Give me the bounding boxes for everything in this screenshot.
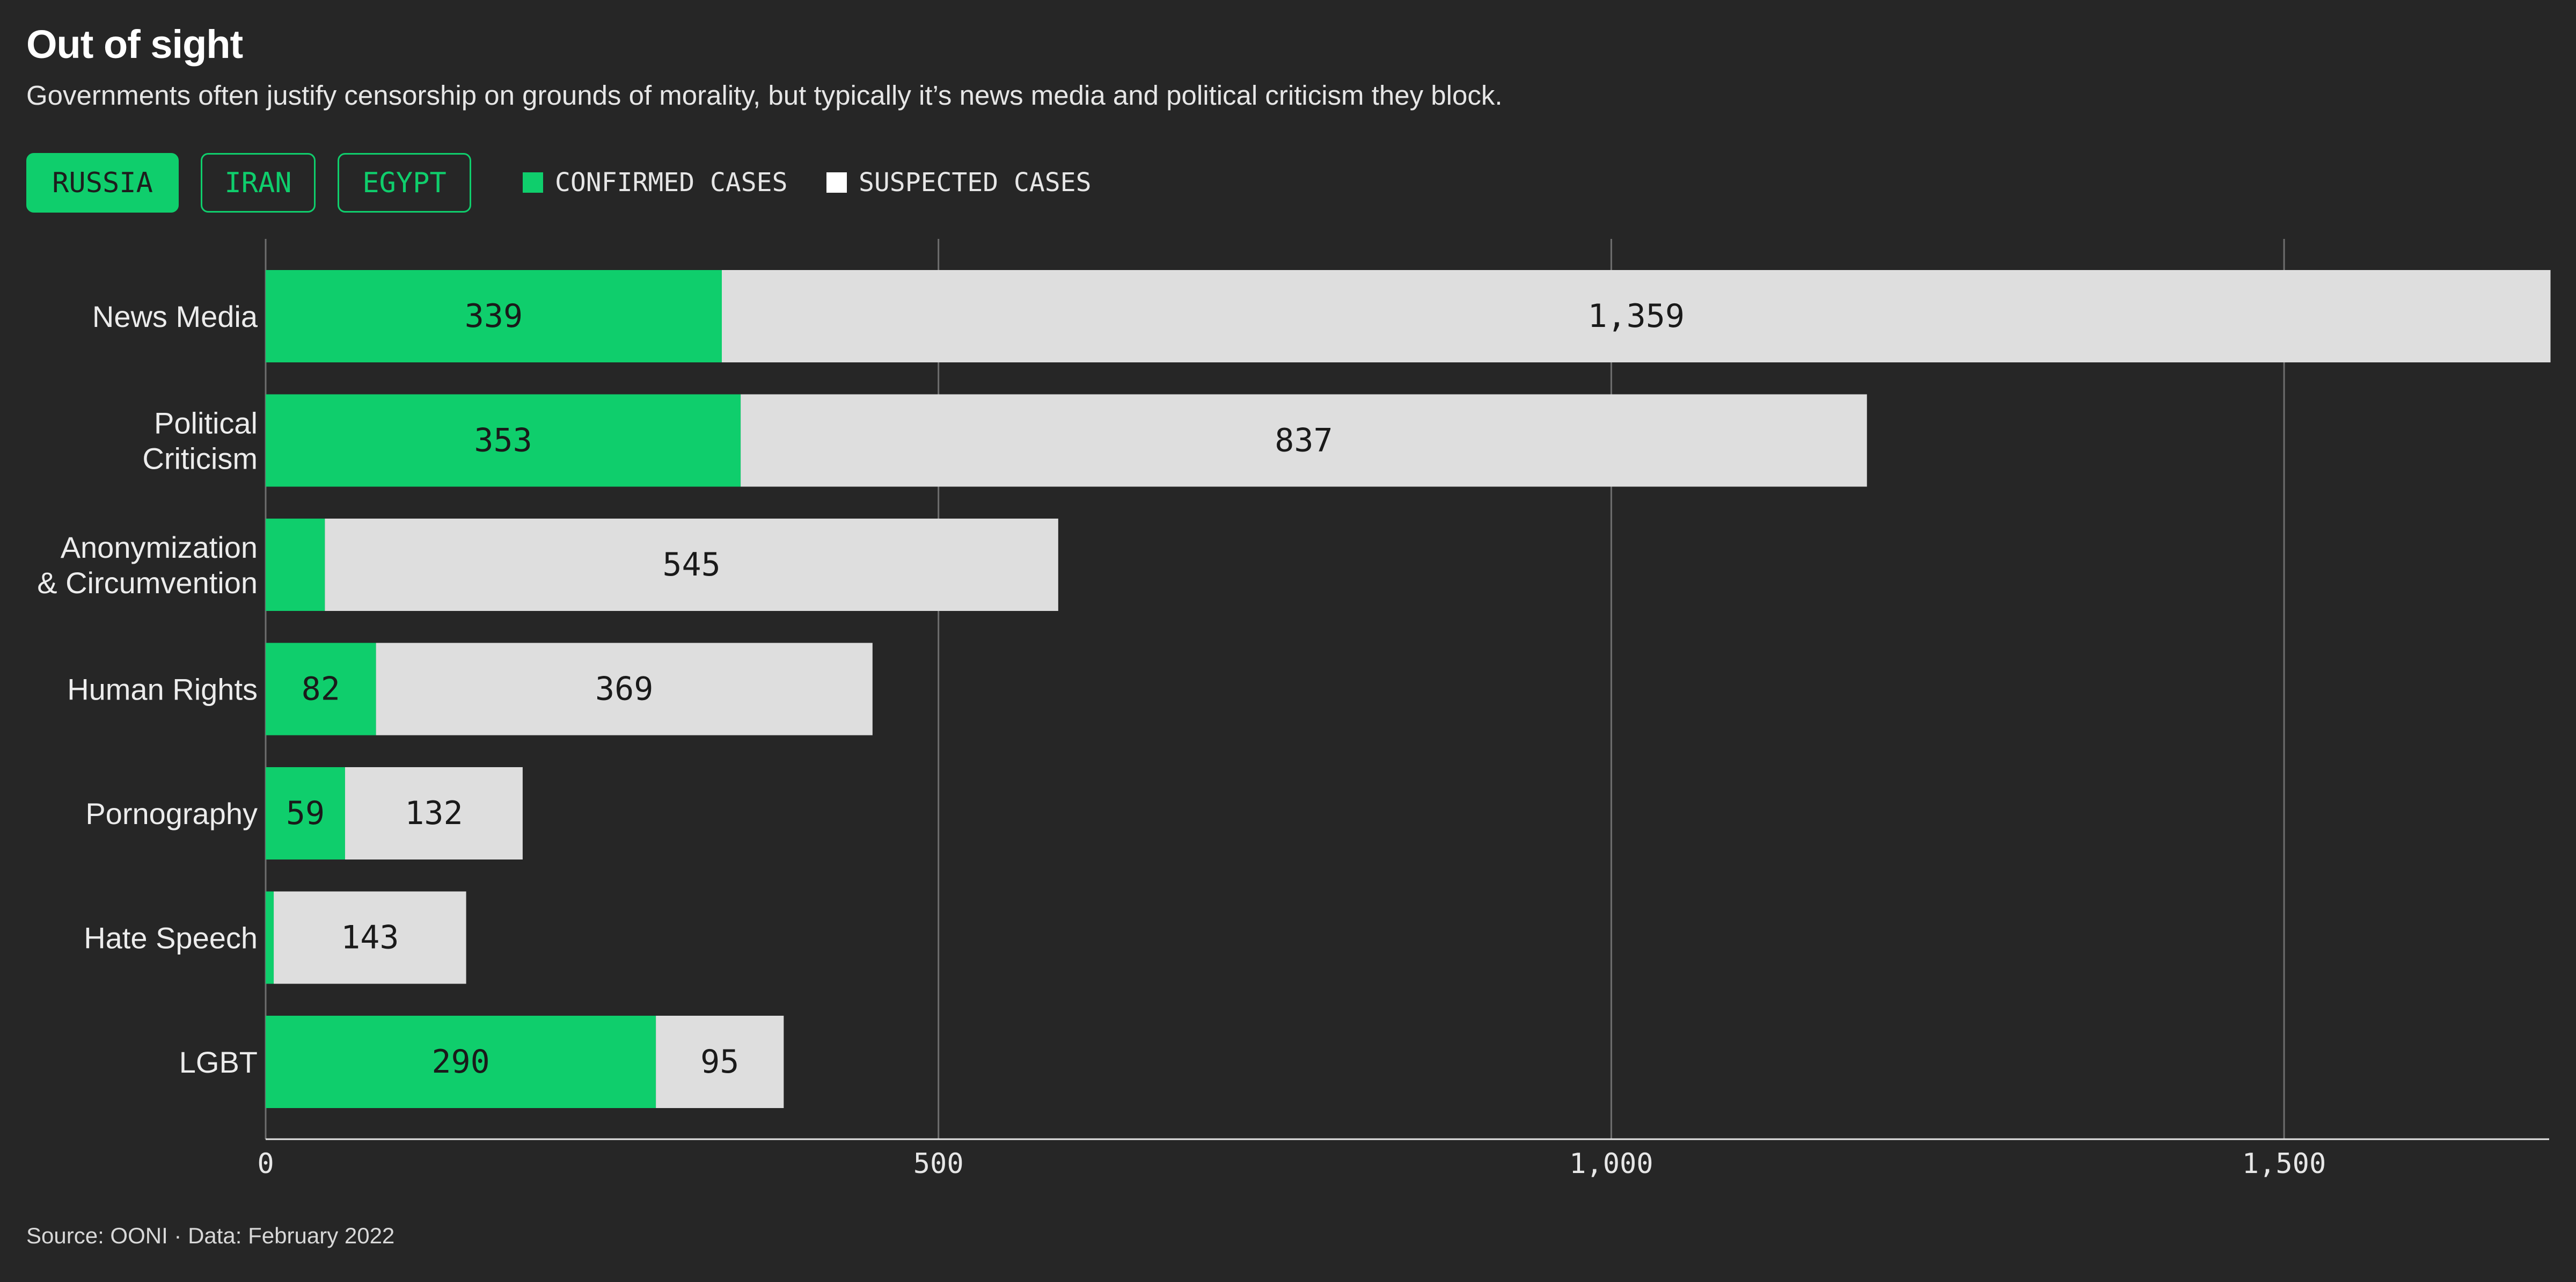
x-tick-label: 1,000 — [1569, 1148, 1653, 1180]
category-label: Criticism — [142, 442, 258, 476]
bar-label-suspected: 369 — [595, 671, 653, 708]
bar-suspected — [656, 1016, 784, 1108]
bar-suspected — [721, 270, 2551, 362]
bar-label-suspected: 95 — [700, 1043, 739, 1081]
legend-suspected-swatch — [826, 172, 847, 193]
source-note: Source: OONI · Data: February 2022 — [26, 1223, 395, 1248]
bar-confirmed — [266, 767, 345, 859]
category-label: News Media — [92, 300, 258, 333]
chart-title: Out of sight — [26, 22, 243, 67]
bar-suspected — [741, 394, 1867, 487]
x-tick-label: 1,500 — [2242, 1148, 2326, 1180]
bar-label-confirmed: 59 — [286, 795, 325, 832]
category-label: Hate Speech — [84, 921, 258, 955]
legend-suspected: SUSPECTED CASES — [826, 167, 1091, 198]
category-label: Pornography — [85, 797, 258, 831]
bar-label-confirmed: 353 — [474, 422, 532, 460]
x-tick-label: 500 — [913, 1148, 964, 1180]
bar-label-confirmed: 290 — [431, 1043, 489, 1081]
bar-confirmed — [266, 1016, 656, 1108]
category-label: Human Rights — [67, 673, 258, 706]
legend-confirmed-swatch — [523, 172, 543, 193]
tab-iran[interactable]: IRAN — [201, 153, 316, 213]
chart-subtitle: Governments often justify censorship on … — [26, 80, 1503, 111]
bar-suspected — [376, 643, 873, 735]
legend-confirmed: CONFIRMED CASES — [523, 167, 787, 198]
tab-egypt[interactable]: EGYPT — [338, 153, 471, 213]
bar-label-confirmed: 339 — [465, 297, 523, 335]
bar-label-suspected: 837 — [1275, 422, 1333, 460]
bar-suspected — [274, 891, 466, 984]
bar-label-suspected: 1,359 — [1587, 297, 1685, 335]
bar-suspected — [345, 767, 523, 859]
legend-suspected-label: SUSPECTED CASES — [859, 167, 1092, 198]
category-label: LGBT — [179, 1045, 258, 1079]
bar-label-suspected: 143 — [341, 919, 399, 957]
category-label: Political — [154, 406, 258, 440]
bar-suspected — [325, 519, 1058, 611]
bar-confirmed — [266, 643, 376, 735]
tab-russia[interactable]: RUSSIA — [26, 153, 179, 213]
bar-label-suspected: 132 — [405, 795, 463, 832]
bar-confirmed — [266, 270, 722, 362]
bar-label-confirmed: 82 — [302, 671, 340, 708]
bar-confirmed — [266, 519, 325, 611]
bar-label-suspected: 545 — [662, 546, 720, 584]
x-tick-label: 0 — [257, 1148, 274, 1180]
bar-confirmed — [266, 394, 741, 487]
bar-confirmed — [266, 891, 274, 984]
category-label: Anonymization — [61, 530, 258, 564]
category-label: & Circumvention — [37, 566, 258, 600]
legend-confirmed-label: CONFIRMED CASES — [555, 167, 788, 198]
